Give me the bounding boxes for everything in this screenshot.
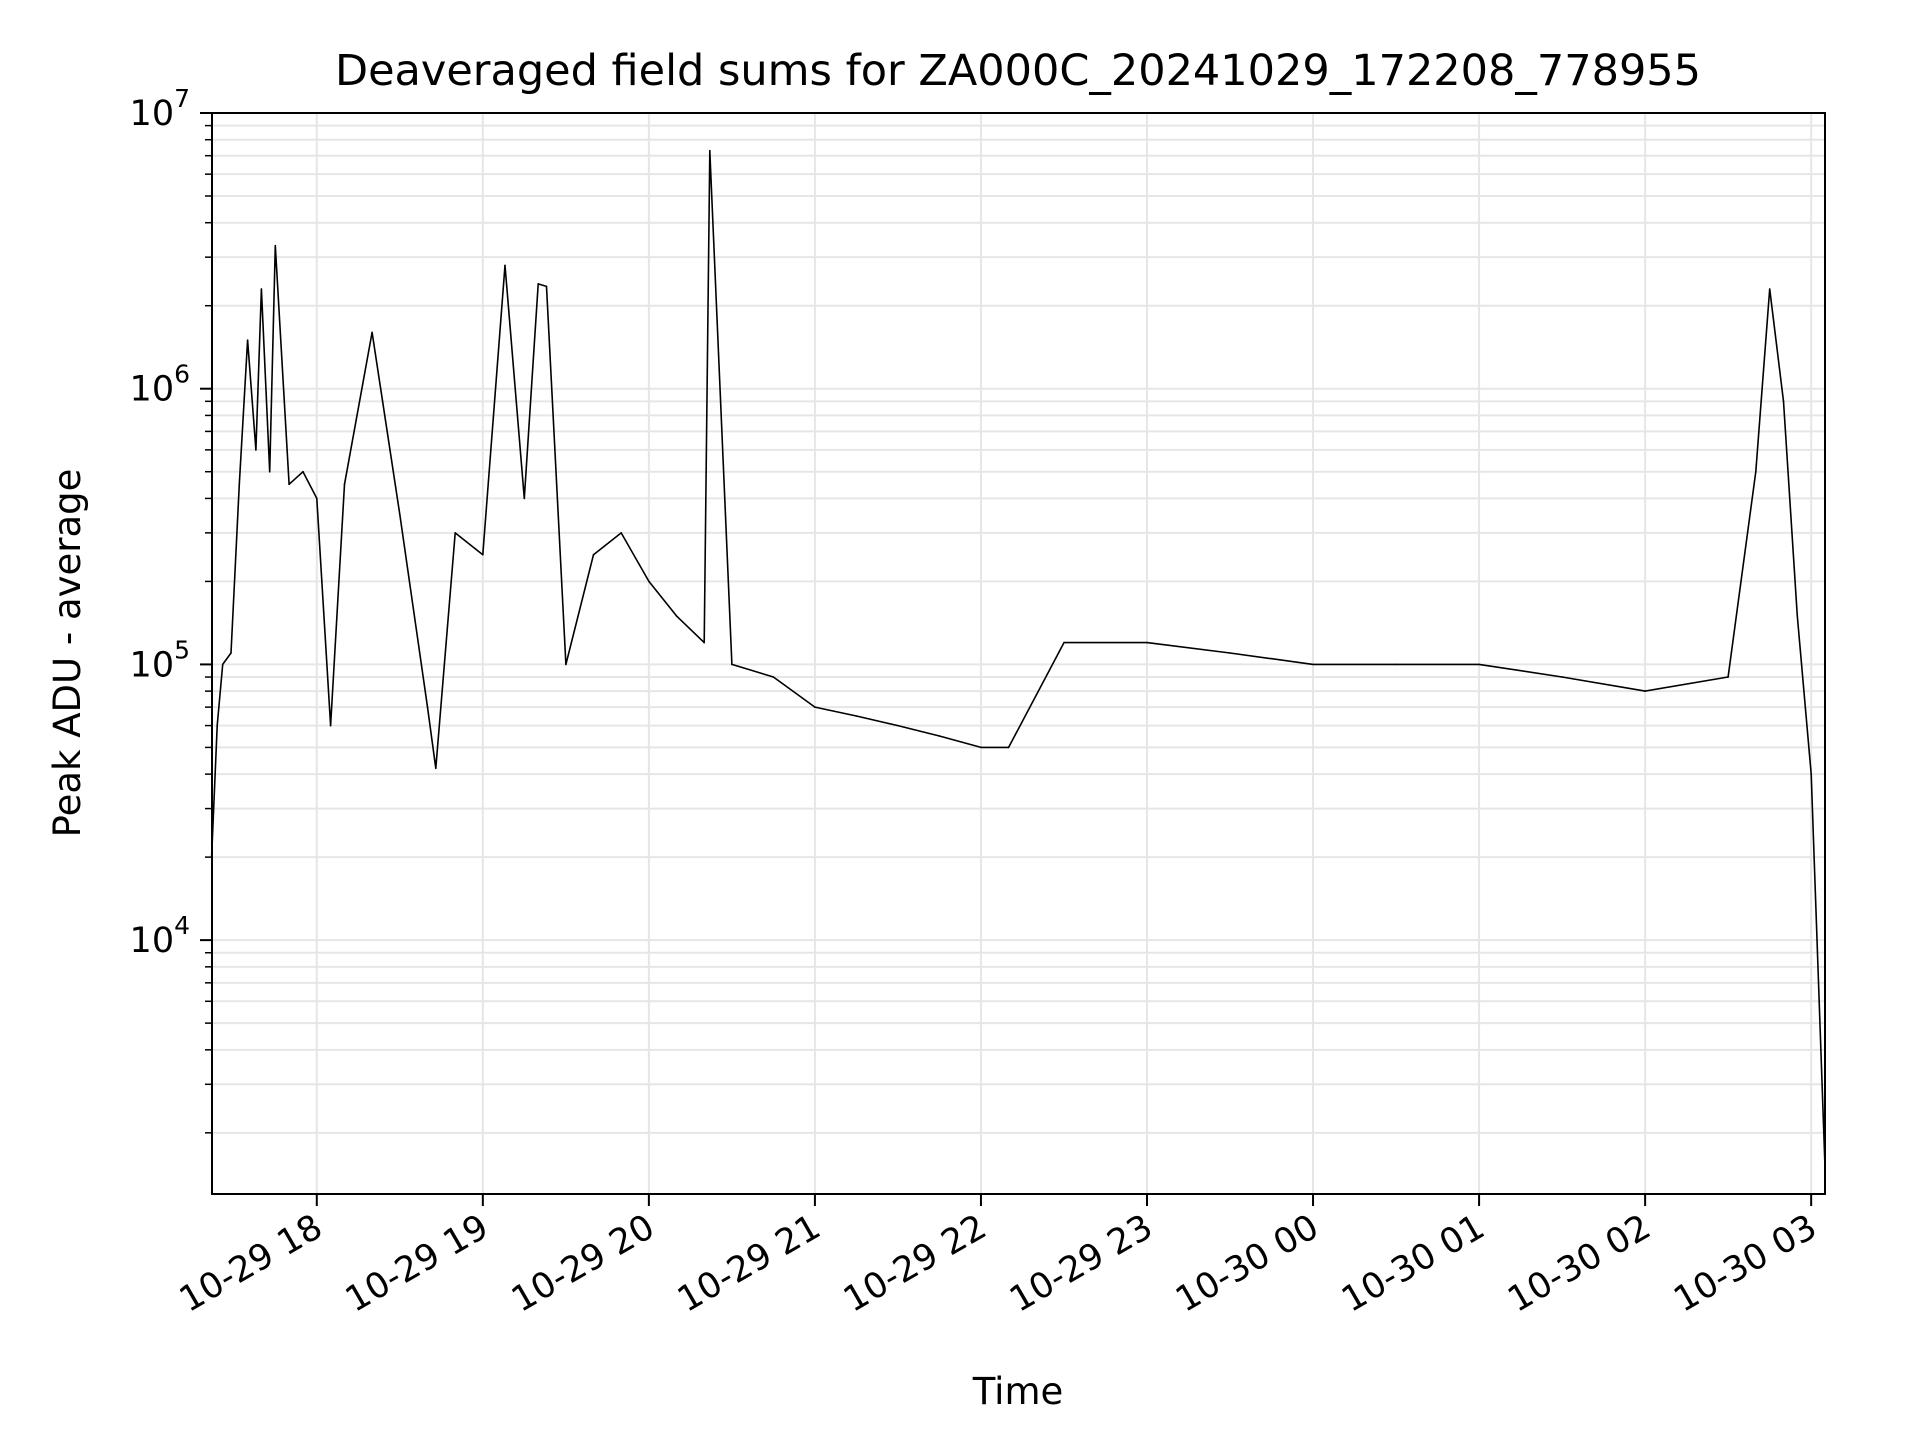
data-point xyxy=(274,244,277,247)
data-point xyxy=(1561,676,1563,678)
data-point xyxy=(1810,773,1812,775)
data-point xyxy=(288,483,290,486)
data-point xyxy=(855,715,858,717)
y-tick-exponent: 6 xyxy=(174,360,190,389)
data-point xyxy=(897,724,899,727)
y-tick-base: 10 xyxy=(130,645,175,685)
data-point xyxy=(1229,652,1231,654)
data-point xyxy=(246,339,249,342)
data-point xyxy=(1727,676,1729,678)
data-point xyxy=(399,513,401,516)
data-point xyxy=(592,553,595,556)
data-point xyxy=(980,746,982,749)
chart-title: Deaveraged field sums for ZA000C_2024102… xyxy=(335,46,1701,96)
data-point xyxy=(238,483,241,486)
data-point xyxy=(620,532,622,534)
data-point xyxy=(1312,663,1314,666)
data-point xyxy=(1796,615,1799,617)
data-point xyxy=(230,652,232,654)
data-point xyxy=(537,283,539,285)
data-point xyxy=(938,735,941,737)
y-axis-label: Peak ADU - average xyxy=(46,469,89,838)
y-tick-label: 107 xyxy=(130,84,190,134)
data-point xyxy=(255,449,257,451)
data-point xyxy=(703,641,705,644)
y-tick-exponent: 7 xyxy=(174,84,190,113)
y-tick-exponent: 4 xyxy=(174,911,190,940)
data-point xyxy=(648,580,650,583)
x-axis-label: Time xyxy=(972,1370,1064,1413)
data-point xyxy=(523,497,526,500)
data-point xyxy=(731,663,733,666)
data-point xyxy=(302,470,304,473)
data-point xyxy=(1063,641,1065,644)
data-point xyxy=(221,663,224,666)
grid xyxy=(212,112,1825,1194)
data-point xyxy=(371,331,373,334)
data-point xyxy=(343,483,346,486)
data-point xyxy=(545,285,548,288)
y-tick-exponent: 5 xyxy=(174,635,190,664)
data-point xyxy=(814,706,816,708)
y-tick-label: 105 xyxy=(130,635,190,685)
y-tick-base: 10 xyxy=(130,94,175,134)
data-point xyxy=(675,615,678,617)
y-tick-label: 106 xyxy=(130,360,190,410)
y-tick-base: 10 xyxy=(130,370,175,410)
data-point xyxy=(216,724,218,727)
data-point xyxy=(1395,663,1397,666)
data-point xyxy=(1768,288,1771,290)
data-point xyxy=(268,470,271,473)
y-tick-base: 10 xyxy=(130,921,175,961)
data-point xyxy=(1007,746,1010,749)
data-point xyxy=(565,663,567,666)
data-point xyxy=(1146,641,1148,644)
data-point xyxy=(1782,400,1785,403)
data-point xyxy=(504,264,506,267)
data-point xyxy=(1644,690,1646,692)
data-point xyxy=(454,532,457,534)
data-point xyxy=(1755,470,1757,473)
data-point xyxy=(329,724,332,727)
data-point xyxy=(1478,663,1480,666)
data-point xyxy=(482,553,484,556)
data-point xyxy=(709,149,711,152)
data-point xyxy=(435,767,437,770)
data-point xyxy=(426,706,429,708)
plot-frame xyxy=(211,112,1826,1195)
data-point xyxy=(772,676,775,678)
data-point xyxy=(316,497,318,500)
data-point xyxy=(260,288,263,290)
y-tick-label: 104 xyxy=(130,911,190,961)
